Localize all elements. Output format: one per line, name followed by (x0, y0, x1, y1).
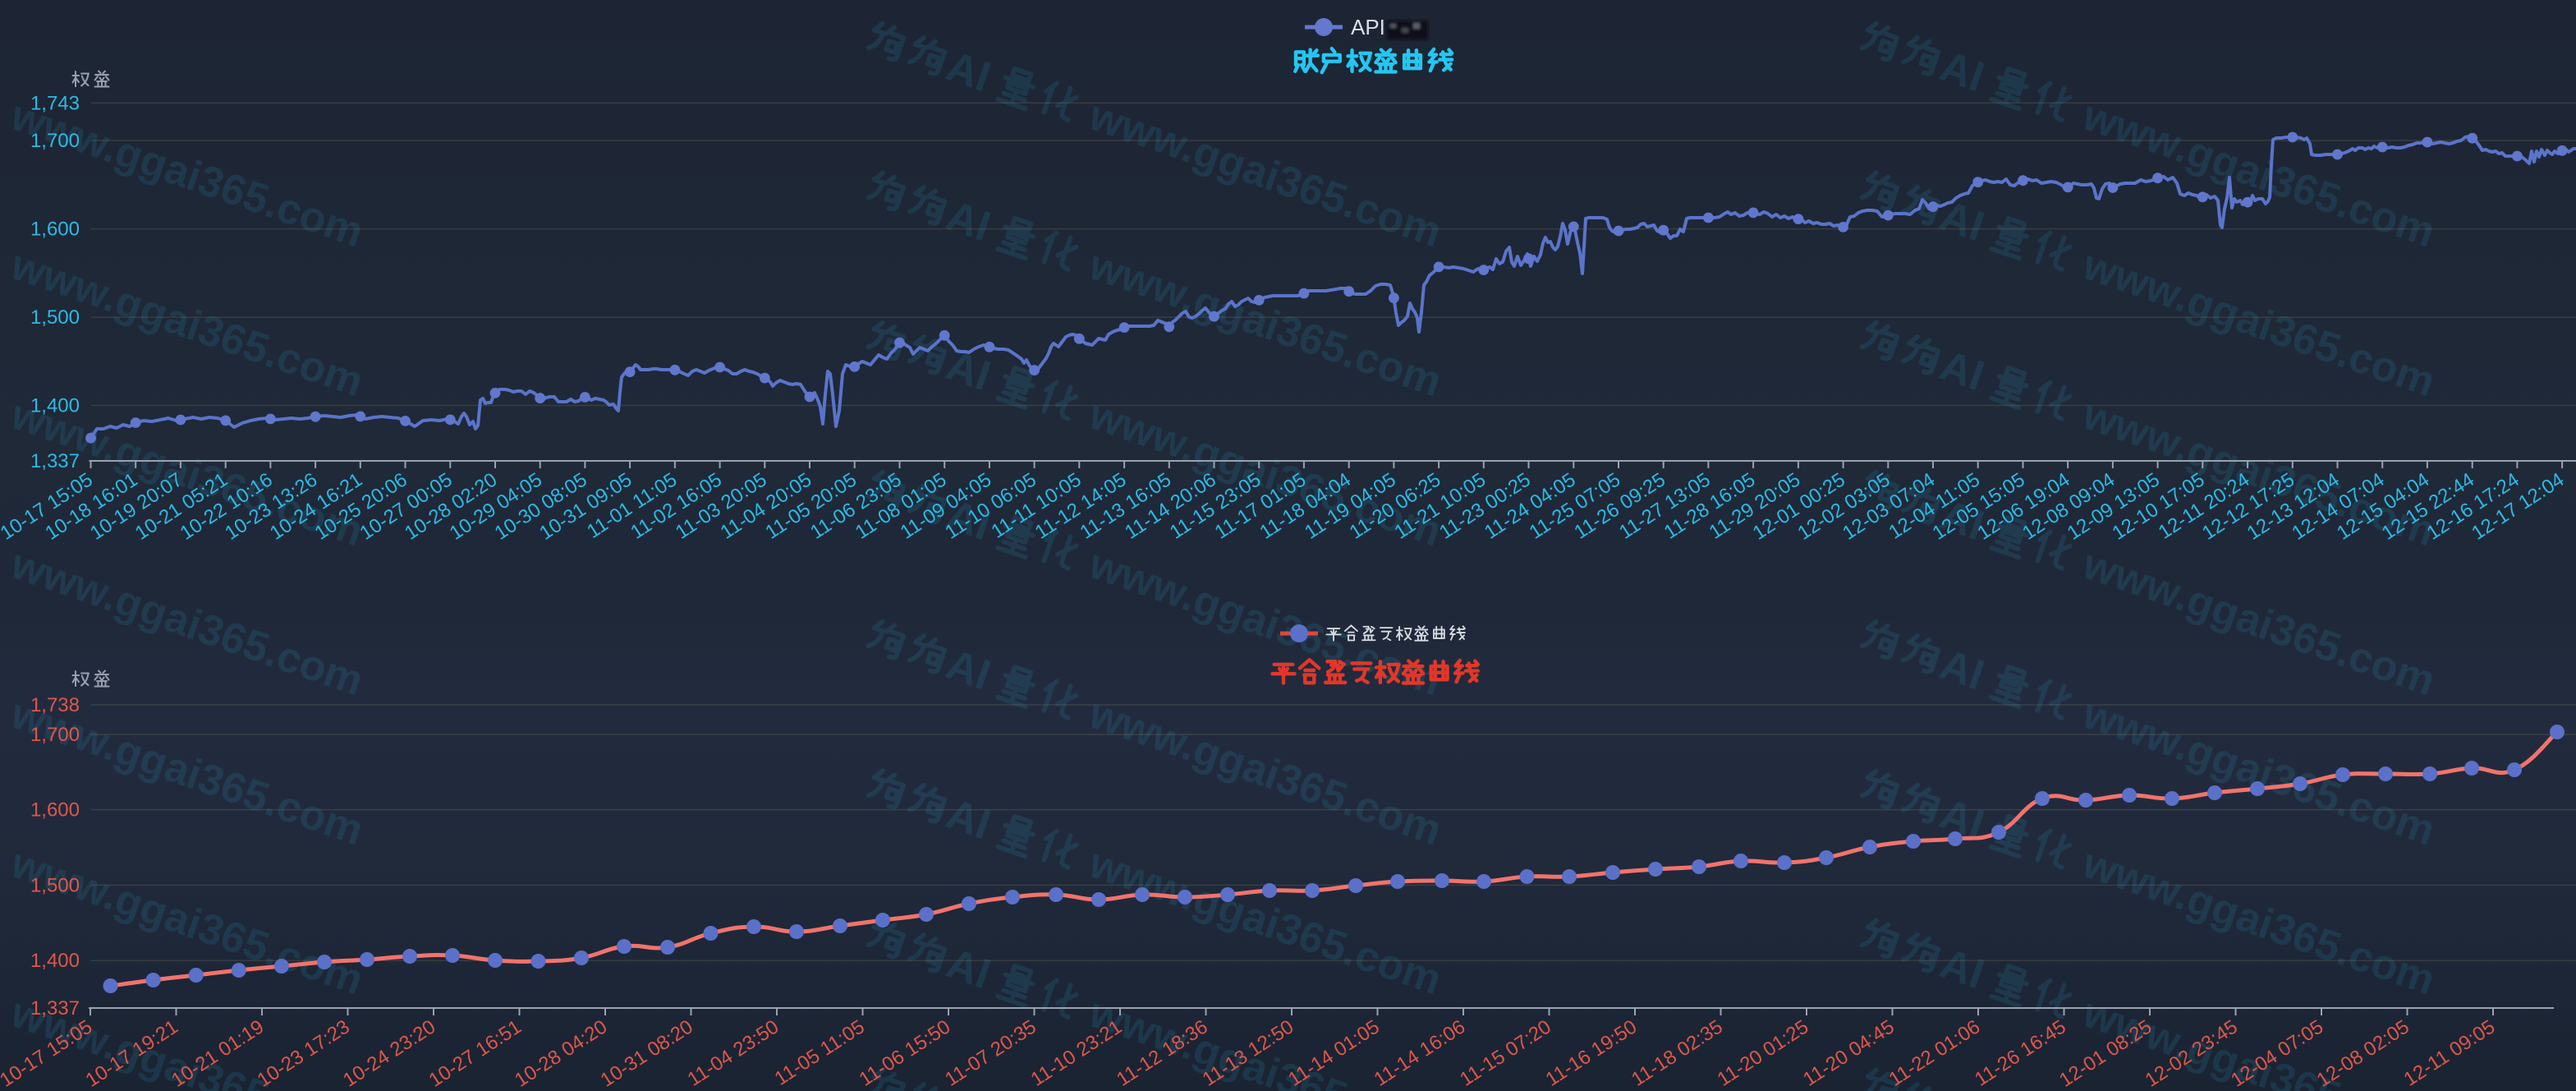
svg-text:1,400: 1,400 (30, 950, 80, 972)
svg-text:API: API (1351, 15, 1385, 39)
svg-text:1,600: 1,600 (30, 219, 80, 241)
svg-text:1,700: 1,700 (30, 130, 80, 152)
svg-text:1,600: 1,600 (30, 799, 80, 822)
svg-text:1,738: 1,738 (30, 694, 80, 716)
svg-text:1,400: 1,400 (30, 395, 80, 417)
svg-text:1,700: 1,700 (30, 724, 80, 746)
svg-text:1,500: 1,500 (30, 874, 80, 896)
svg-text:1,337: 1,337 (30, 450, 80, 472)
svg-text:1,337: 1,337 (30, 997, 80, 1020)
svg-text:1,743: 1,743 (30, 92, 80, 114)
svg-text:1,500: 1,500 (30, 306, 80, 329)
